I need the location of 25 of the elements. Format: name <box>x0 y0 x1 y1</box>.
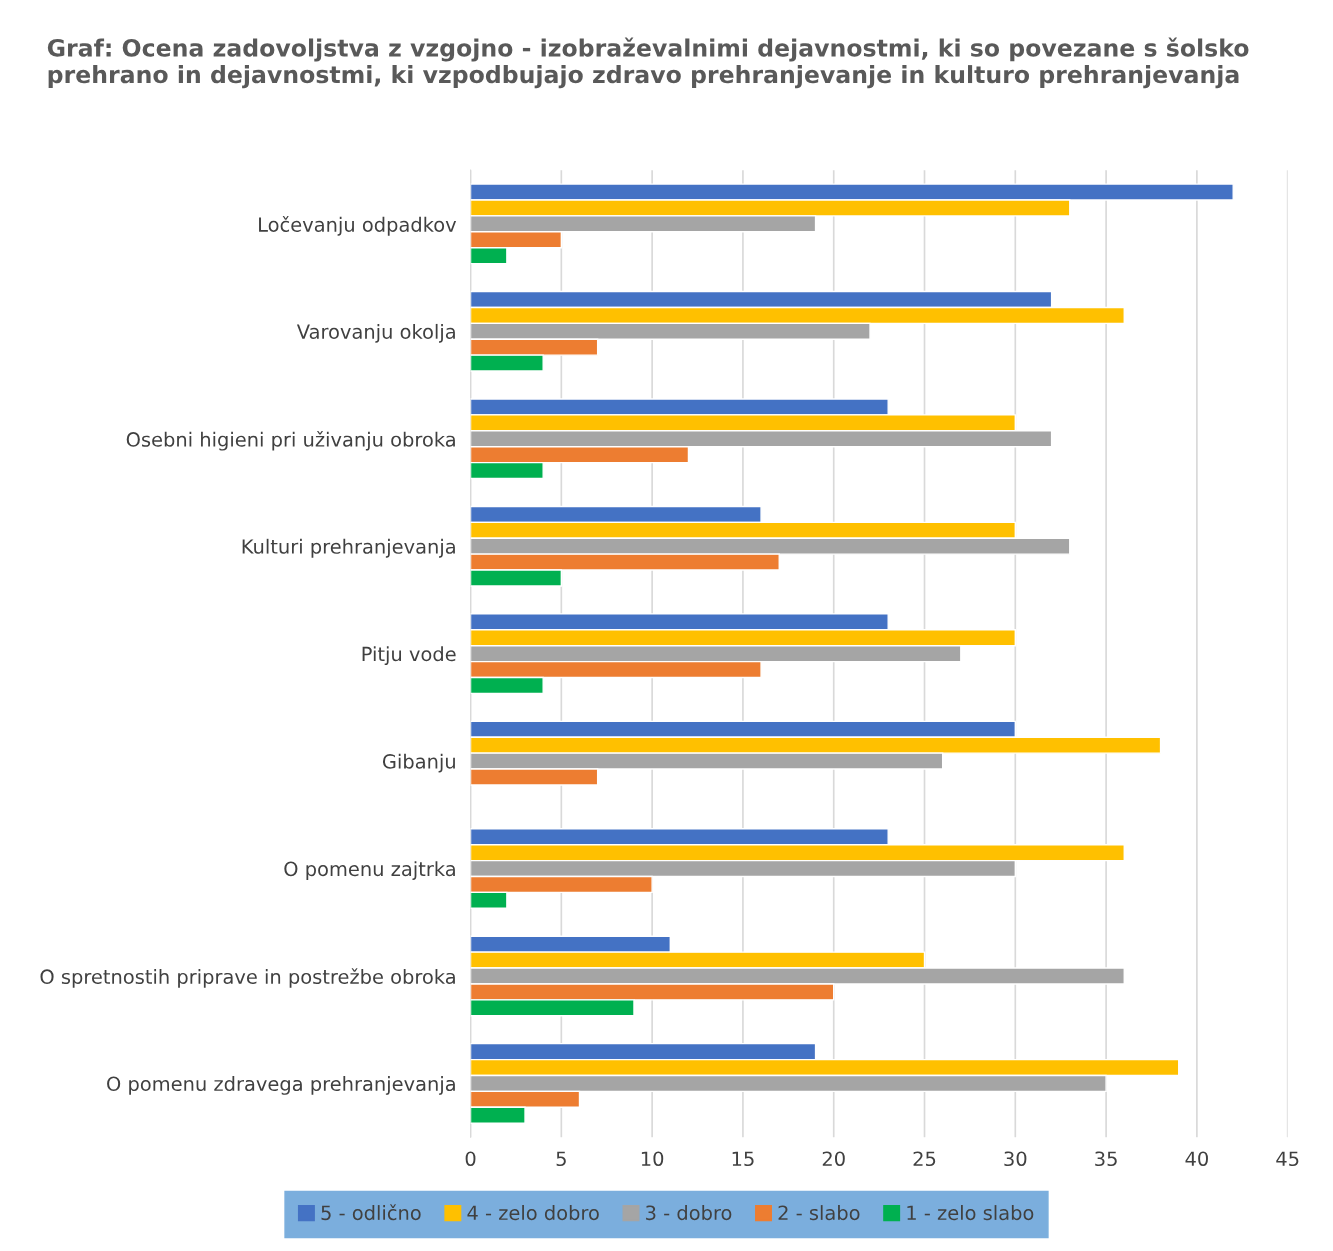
x-tick-label: 35 <box>1095 1151 1117 1167</box>
legend-label: 3 - dobro <box>646 1205 732 1221</box>
x-tick-label: 5 <box>556 1151 566 1167</box>
chart-title: Graf: Ocena zadovoljstva z vzgojno - izobraževalnimi dejavnostmi, ki so povezane s šolsko prehrano in dejavnostmi, ki vzpodbujajo zdravo prehranjevanje in kulturo prehranjevanja <box>47 37 1249 89</box>
y-tick-label: Gibanju <box>382 753 455 773</box>
x-tick-label: 20 <box>822 1151 845 1167</box>
y-tick-label: Kulturi prehranjevanja <box>242 538 455 558</box>
legend-label: 4 - zelo dobro <box>467 1205 599 1221</box>
y-tick-label: Ločevanju odpadkov <box>259 216 457 236</box>
x-tick-label: 0 <box>465 1151 476 1167</box>
y-tick-label: O pomenu zdravega prehranjevanja <box>107 1076 455 1095</box>
legend-label: 5 - odlično <box>321 1204 421 1221</box>
x-tick-label: 40 <box>1185 1151 1208 1167</box>
y-tick-label: Pitju vode <box>362 646 456 666</box>
legend-label: 2 - slabo <box>778 1205 860 1221</box>
x-tick-label: 45 <box>1276 1151 1299 1167</box>
y-tick-label: O spretnostih priprave in postrežbe obroka <box>40 968 455 988</box>
legend-label: 1 - zelo slabo <box>907 1205 1034 1221</box>
y-tick-label: O pomenu zajtrka <box>284 861 455 880</box>
x-tick-label: 15 <box>732 1151 754 1167</box>
x-tick-label: 10 <box>641 1151 664 1167</box>
y-tick-label: Varovanju okolja <box>296 323 455 343</box>
x-tick-label: 30 <box>1004 1151 1027 1167</box>
y-tick-label: Osebni higieni pri uživanju obroka <box>126 430 455 451</box>
x-tick-label: 25 <box>913 1151 936 1167</box>
